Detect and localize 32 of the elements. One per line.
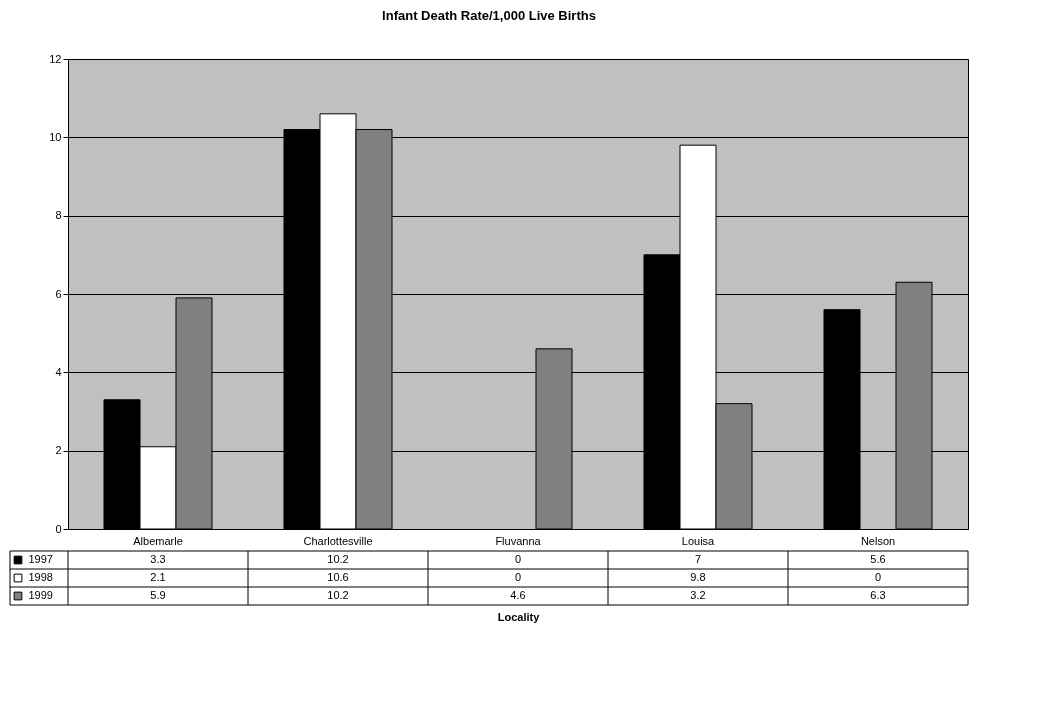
data-label: 3.3 — [150, 553, 166, 565]
x-tick-label: Charlottesville — [303, 534, 373, 547]
legend-label: 1999 — [28, 589, 53, 601]
x-tick-label: Nelson — [860, 534, 896, 547]
legend-label: 1997 — [28, 553, 53, 565]
y-tick-label: 0 — [55, 522, 62, 535]
data-label: 0 — [514, 571, 522, 583]
y-tick-label: 6 — [55, 287, 62, 300]
data-label: 10.6 — [327, 571, 349, 583]
data-label: 2.1 — [150, 571, 166, 583]
x-tick-label: Louisa — [681, 534, 716, 547]
text: Locality — [497, 610, 541, 623]
y-tick-label: 12 — [49, 52, 62, 65]
x-tick-label: Fluvanna — [495, 534, 542, 547]
legend-label: 1998 — [28, 571, 53, 583]
data-label: 10.2 — [327, 553, 349, 565]
data-label: 10.2 — [327, 589, 349, 601]
y-tick-label: 10 — [49, 130, 62, 143]
y-tick-label: 8 — [55, 209, 62, 222]
data-label: 9.8 — [690, 571, 706, 583]
data-label: 0 — [874, 571, 882, 583]
data-label: 5.9 — [150, 589, 166, 601]
chart-title: Infant Death Rate/1,000 Live Births — [382, 7, 596, 23]
data-label: 0 — [514, 553, 522, 565]
y-tick-label: 4 — [55, 365, 62, 378]
data-label: 7 — [694, 553, 702, 565]
data-label: 4.6 — [510, 589, 526, 601]
x-tick-label: Albemarle — [133, 534, 183, 547]
data-label: 3.2 — [690, 589, 706, 601]
y-tick-label: 2 — [55, 444, 62, 457]
data-label: 6.3 — [870, 589, 886, 601]
data-label: 5.6 — [870, 553, 886, 565]
